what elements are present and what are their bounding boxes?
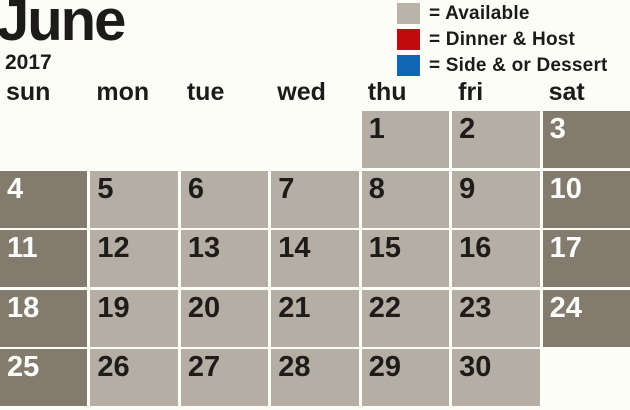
- day-cell-16[interactable]: 16: [452, 230, 540, 287]
- day-cell-29[interactable]: 29: [361, 349, 450, 406]
- day-cell-24[interactable]: 24: [542, 289, 630, 347]
- day-cell-12[interactable]: 12: [90, 230, 178, 287]
- dinner-host-swatch-icon: [397, 29, 420, 50]
- day-cell-2[interactable]: 2: [452, 111, 540, 168]
- calendar-grid: 1 2 3 4 5 6 7 8 9 10 11 12 13 14 15 16 17 18 19 20 21 22 23 24 2…: [0, 111, 630, 406]
- legend-label-dinner-host: = Dinner & Host: [429, 28, 576, 50]
- day-cell-19[interactable]: 19: [90, 289, 178, 347]
- day-cell-3[interactable]: 3: [542, 111, 630, 168]
- day-cell-17[interactable]: 17: [542, 230, 630, 287]
- day-cell-18[interactable]: 18: [0, 289, 88, 347]
- weekday-mon: mon: [96, 78, 150, 106]
- weekday-header-row: sun mon tue wed thu fri sat: [0, 78, 630, 107]
- empty-cell: [90, 111, 177, 168]
- weekday-sun: sun: [6, 78, 51, 106]
- day-cell-23[interactable]: 23: [452, 289, 540, 347]
- day-cell-5[interactable]: 5: [90, 170, 178, 228]
- day-cell-26[interactable]: 26: [90, 349, 178, 406]
- day-cell-10[interactable]: 10: [542, 170, 630, 228]
- day-cell-6[interactable]: 6: [180, 170, 269, 228]
- legend-label-side-dessert: = Side & or Dessert: [429, 54, 608, 76]
- day-cell-22[interactable]: 22: [361, 289, 450, 347]
- empty-cell: [181, 111, 268, 168]
- empty-cell: [0, 111, 87, 168]
- empty-cell: [271, 111, 358, 168]
- day-cell-9[interactable]: 9: [452, 170, 540, 228]
- day-cell-13[interactable]: 13: [180, 230, 269, 287]
- legend-label-available: = Available: [429, 2, 530, 24]
- day-cell-15[interactable]: 15: [361, 230, 450, 287]
- day-cell-11[interactable]: 11: [0, 230, 88, 287]
- day-cell-8[interactable]: 8: [361, 170, 450, 228]
- weekday-fri: fri: [458, 78, 484, 106]
- day-cell-30[interactable]: 30: [452, 349, 540, 406]
- weekday-wed: wed: [277, 78, 326, 106]
- weekday-thu: thu: [367, 78, 407, 106]
- legend-item-side-dessert: = Side & or Dessert: [397, 54, 608, 77]
- day-cell-14[interactable]: 14: [271, 230, 359, 287]
- weekday-tue: tue: [186, 78, 225, 106]
- empty-cell: [543, 349, 630, 406]
- day-cell-25[interactable]: 25: [0, 349, 88, 406]
- day-cell-4[interactable]: 4: [0, 170, 88, 228]
- day-cell-7[interactable]: 7: [271, 170, 359, 228]
- day-cell-27[interactable]: 27: [180, 349, 269, 406]
- legend: = Available = Dinner & Host = Side & or …: [397, 2, 608, 77]
- day-cell-20[interactable]: 20: [180, 289, 269, 347]
- day-cell-28[interactable]: 28: [271, 349, 359, 406]
- month-title: June: [0, 0, 126, 53]
- day-cell-1[interactable]: 1: [361, 111, 450, 168]
- year-label: 2017: [5, 51, 52, 74]
- day-cell-21[interactable]: 21: [271, 289, 359, 347]
- available-swatch-icon: [397, 3, 420, 24]
- side-dessert-swatch-icon: [397, 55, 420, 76]
- legend-item-dinner-host: = Dinner & Host: [397, 28, 608, 51]
- weekday-sat: sat: [548, 78, 585, 106]
- legend-item-available: = Available: [397, 2, 608, 25]
